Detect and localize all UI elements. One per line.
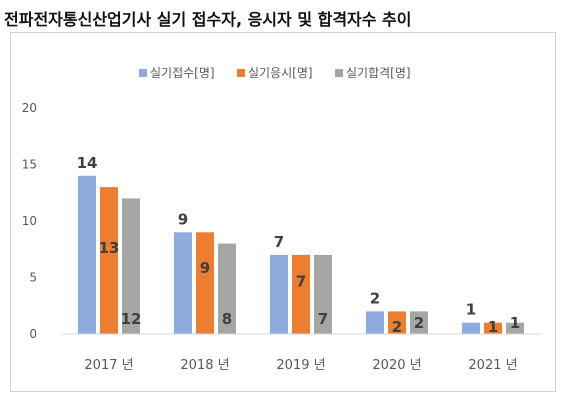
- bar: [410, 311, 428, 334]
- legend-label: 실기합격[명]: [346, 66, 411, 80]
- y-tick-label: 10: [22, 214, 37, 228]
- data-label: 14: [77, 154, 98, 172]
- x-category-label: 2020 년: [372, 358, 421, 373]
- data-label: 9: [200, 259, 210, 277]
- y-tick-label: 5: [29, 271, 37, 285]
- data-label: 2: [392, 318, 402, 336]
- bar: [122, 198, 140, 334]
- data-label: 1: [488, 318, 498, 336]
- data-label: 7: [318, 310, 328, 328]
- y-tick-label: 0: [29, 327, 37, 341]
- bar: [506, 322, 524, 334]
- data-label: 2: [370, 289, 380, 307]
- bar: [100, 187, 118, 334]
- bar-series-group: [78, 175, 524, 334]
- data-label: 7: [274, 233, 284, 251]
- data-label: 2: [414, 314, 424, 332]
- x-category-label: 2021 년: [468, 358, 517, 373]
- legend-swatch: [335, 69, 343, 77]
- data-label: 7: [296, 273, 306, 291]
- data-label: 13: [99, 239, 120, 257]
- data-label: 12: [121, 310, 142, 328]
- bar: [218, 243, 236, 334]
- legend-swatch: [237, 69, 245, 77]
- bar: [270, 254, 288, 334]
- bar: [388, 311, 406, 334]
- y-tick-label: 15: [22, 158, 37, 172]
- legend-label: 실기접수[명]: [150, 66, 215, 80]
- y-axis: 0 5 10 15 20: [22, 101, 37, 341]
- x-axis: 2017 년 2018 년 2019 년 2020 년 2021 년: [61, 333, 541, 373]
- chart-legend: 실기접수[명] 실기응시[명] 실기합격[명]: [139, 66, 411, 80]
- page-title: 전파전자통신산업기사 실기 접수자, 응시자 및 합격자수 추이: [4, 10, 412, 29]
- x-category-label: 2019 년: [276, 358, 325, 373]
- data-label: 1: [466, 301, 476, 319]
- legend-label: 실기응시[명]: [248, 66, 313, 80]
- data-label: 8: [222, 310, 232, 328]
- legend-swatch: [139, 69, 147, 77]
- bar: [366, 311, 384, 334]
- data-label: 9: [178, 210, 188, 228]
- chart-frame: 실기접수[명] 실기응시[명] 실기합격[명] 0 5 10 15 20 14 13 12 9 9 8…: [10, 32, 556, 392]
- data-label: 1: [510, 314, 520, 332]
- bar: [196, 232, 214, 334]
- bar: [314, 254, 332, 334]
- bar: [484, 322, 502, 334]
- bar: [292, 254, 310, 334]
- y-tick-label: 20: [22, 101, 37, 115]
- bar: [174, 232, 192, 334]
- bar: [462, 322, 480, 334]
- x-category-label: 2017 년: [84, 358, 133, 373]
- x-category-label: 2018 년: [180, 358, 229, 373]
- bar: [78, 175, 96, 334]
